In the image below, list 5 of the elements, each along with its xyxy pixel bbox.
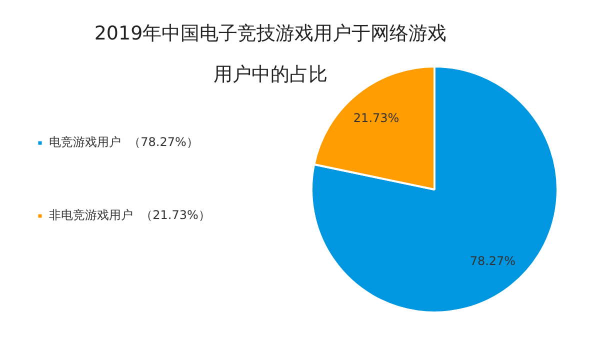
data-label: 78.27% (470, 254, 516, 268)
legend-label: 电竞游戏用户 （78.27%） (49, 134, 198, 151)
chart-title: 2019年中国电子竞技游戏用户于网络游戏用户中的占比 (94, 22, 447, 86)
legend-label: 非电竞游戏用户 （21.73%） (49, 207, 210, 224)
data-label: 21.73% (353, 110, 400, 125)
